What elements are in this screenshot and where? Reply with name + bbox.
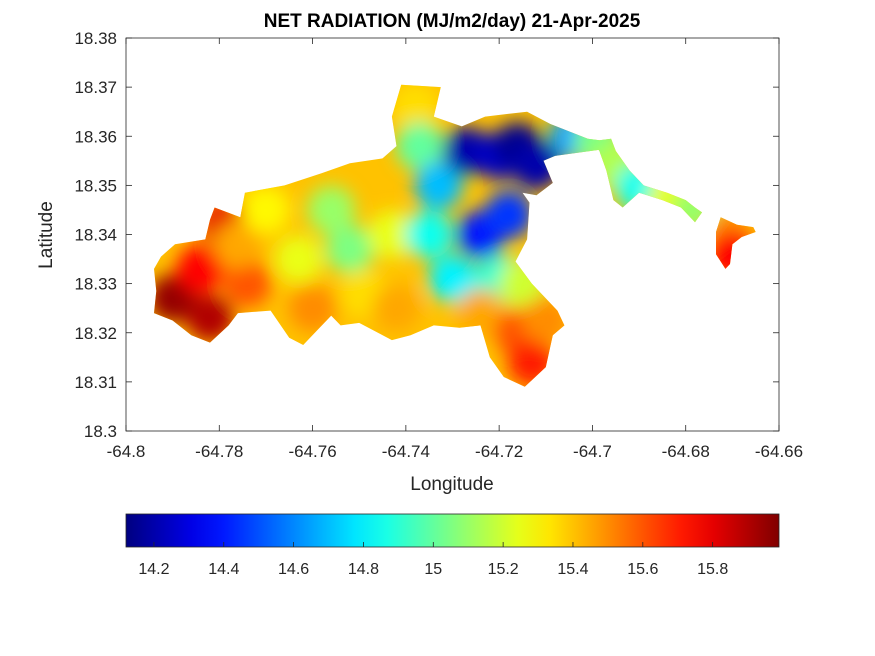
field-cell	[395, 122, 444, 171]
colorbar-tick-label: 14.4	[208, 561, 239, 578]
colorbar-tick-label: 15.8	[697, 561, 728, 578]
field-cell	[367, 210, 416, 259]
field-cell	[213, 220, 262, 269]
colorbar	[125, 513, 780, 548]
x-tick-label: -64.72	[475, 442, 523, 461]
colorbar-tick-label: 14.8	[348, 561, 379, 578]
field-cell	[288, 284, 337, 333]
field-cell	[307, 185, 356, 234]
y-axis-ticks: 18.3 18.31 18.32 18.33 18.34 18.35 18.36 18.37 1…	[74, 29, 779, 441]
y-tick-label: 18.3	[84, 422, 117, 441]
x-tick-label: -64.74	[382, 442, 430, 461]
y-axis-label: Latitude	[36, 201, 57, 269]
field-cell	[484, 190, 533, 239]
x-tick-label: -64.68	[662, 442, 710, 461]
x-axis-ticks: -64.8 -64.78 -64.76 -64.74 -64.72 -64.7 -64.68…	[107, 38, 803, 461]
field-cell	[223, 259, 272, 308]
colorbar-tick-label: 15	[424, 561, 442, 578]
y-tick-label: 18.31	[74, 373, 117, 392]
field-cell	[176, 244, 225, 293]
colorbar-tick-label: 14.2	[138, 561, 169, 578]
x-tick-label: -64.8	[107, 442, 146, 461]
colorbar-tick-label: 15.6	[627, 561, 658, 578]
x-tick-label: -64.76	[288, 442, 336, 461]
field-cell	[241, 185, 290, 234]
field-cell	[274, 235, 323, 284]
field-cell	[186, 294, 234, 342]
field-cell	[414, 161, 463, 210]
x-tick-label: -64.7	[573, 442, 612, 461]
y-tick-label: 18.37	[74, 78, 117, 97]
y-tick-label: 18.34	[74, 226, 117, 245]
y-tick-label: 18.38	[74, 29, 117, 48]
x-tick-label: -64.78	[195, 442, 243, 461]
x-tick-label: -64.66	[755, 442, 803, 461]
field-cell	[391, 84, 440, 131]
field-cell	[325, 225, 374, 274]
y-tick-label: 18.32	[74, 324, 117, 343]
colorbar-ticks: 14.2 14.4 14.6 14.8 15 15.2 15.4 15.6 15.8	[138, 542, 728, 578]
field-cell	[372, 284, 421, 333]
field-cell	[428, 254, 477, 303]
field-cell	[512, 141, 561, 190]
y-tick-label: 18.35	[74, 176, 117, 195]
x-axis-label: Longitude	[410, 474, 493, 495]
field-cell	[456, 289, 505, 338]
colorbar-tick-label: 15.4	[557, 561, 588, 578]
colorbar-tick-label: 15.2	[488, 561, 519, 578]
field-cell	[405, 210, 454, 259]
chart-title: NET RADIATION (MJ/m2/day) 21-Apr-2025	[264, 11, 641, 32]
y-tick-label: 18.33	[74, 275, 117, 294]
y-tick-label: 18.36	[74, 127, 117, 146]
colorbar-tick-label: 14.6	[278, 561, 309, 578]
